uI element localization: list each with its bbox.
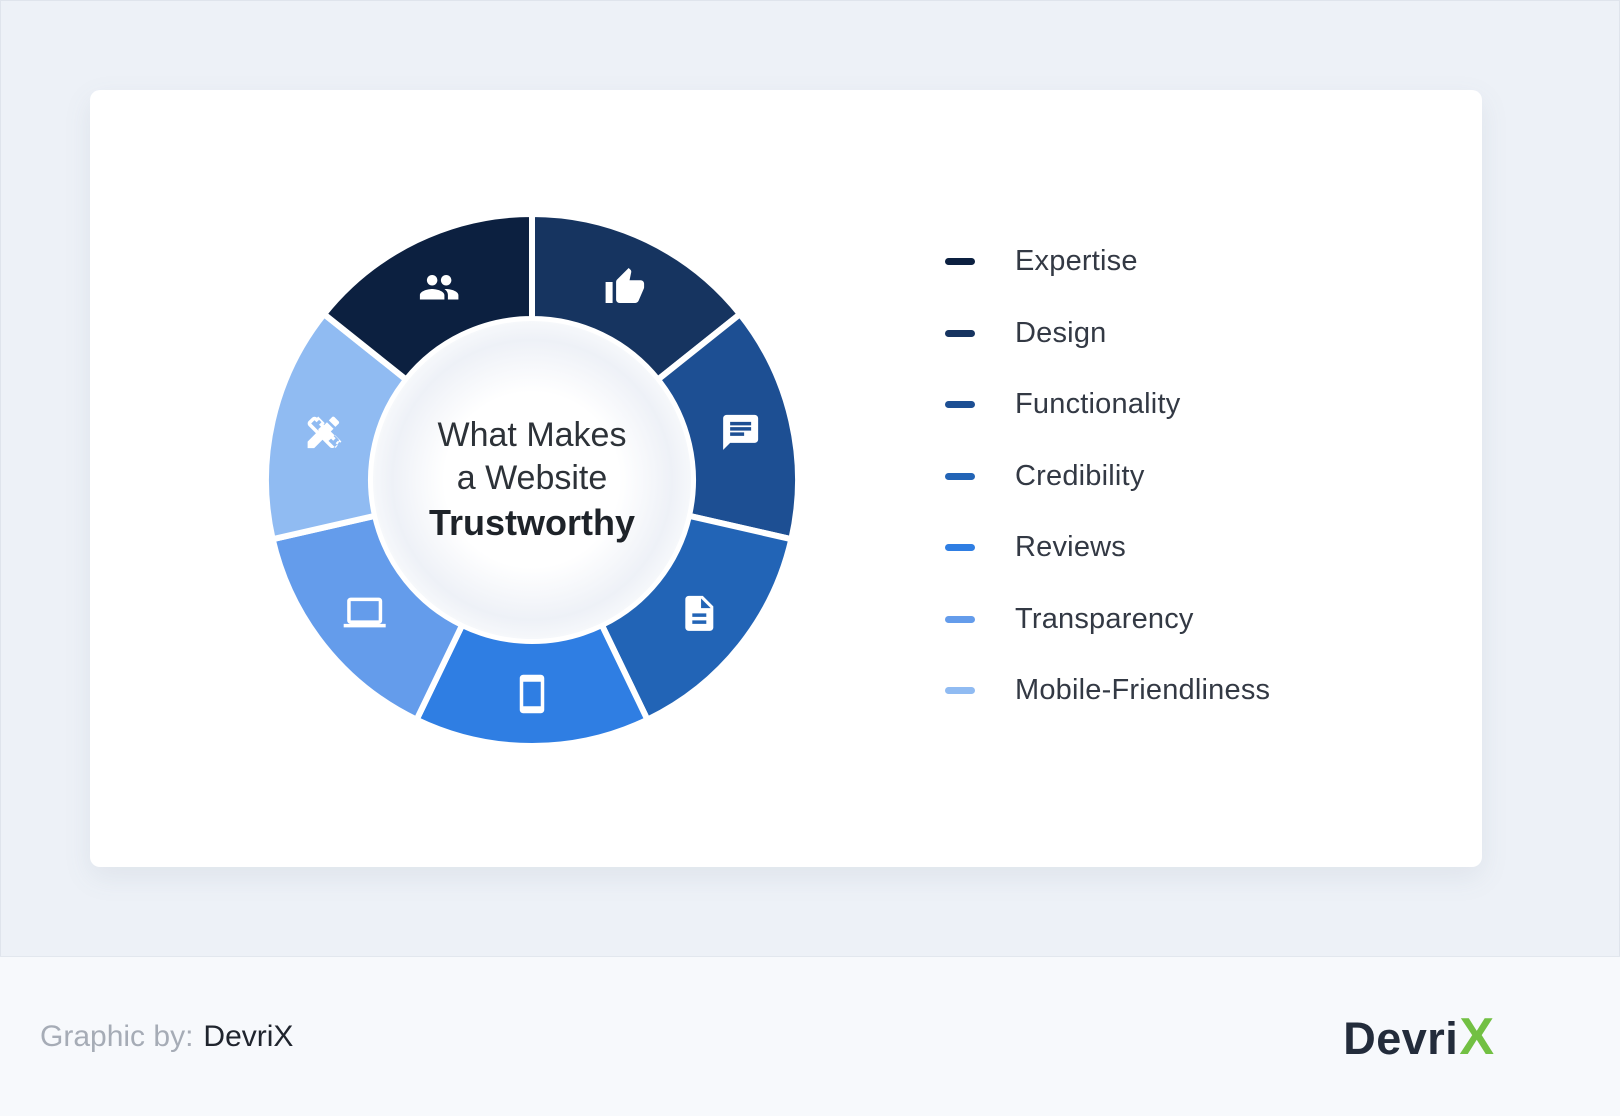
- footer: Graphic by: DevriX Devri X: [0, 956, 1620, 1116]
- legend-label-transparency: Transparency: [1015, 602, 1194, 635]
- thumbs-up-icon: [605, 267, 645, 303]
- legend-dash-mobile-friendliness: [945, 687, 975, 695]
- legend-dash-functionality: [945, 401, 975, 409]
- users-icon: [419, 274, 459, 300]
- legend-item-design: Design: [945, 298, 1270, 370]
- legend-dash-expertise: [945, 258, 975, 266]
- credit: Graphic by: DevriX: [40, 1020, 293, 1054]
- legend-item-credibility: Credibility: [945, 441, 1270, 513]
- legend: Expertise Design Functionality Credibility R…: [945, 226, 1270, 727]
- legend-label-design: Design: [1015, 316, 1107, 349]
- legend-item-reviews: Reviews: [945, 512, 1270, 584]
- phone-icon: [519, 674, 545, 714]
- donut-chart: What Makes a Website Trustworthy: [262, 210, 802, 750]
- legend-label-reviews: Reviews: [1015, 531, 1126, 564]
- credit-label: Graphic by:: [40, 1019, 194, 1053]
- legend-item-functionality: Functionality: [945, 369, 1270, 441]
- donut-hole: [373, 321, 691, 639]
- chat-icon: [723, 414, 759, 450]
- logo-text: Devri: [1343, 1012, 1459, 1064]
- legend-dash-design: [945, 329, 975, 337]
- credit-name: DevriX: [203, 1019, 294, 1053]
- legend-dash-credibility: [945, 472, 975, 480]
- legend-label-functionality: Functionality: [1015, 388, 1181, 421]
- legend-item-transparency: Transparency: [945, 584, 1270, 656]
- legend-dash-reviews: [945, 544, 975, 552]
- logo-x-mark: X: [1459, 1007, 1494, 1066]
- infographic-card: What Makes a Website Trustworthy Experti…: [90, 90, 1482, 867]
- pencil-ruler-icon: [307, 416, 342, 449]
- legend-dash-transparency: [945, 615, 975, 623]
- laptop-icon: [343, 597, 386, 628]
- legend-label-expertise: Expertise: [1015, 245, 1138, 278]
- legend-item-mobile-friendliness: Mobile-Friendliness: [945, 655, 1270, 727]
- devrix-logo: Devri X: [1343, 1007, 1494, 1067]
- legend-label-credibility: Credibility: [1015, 459, 1145, 492]
- document-icon: [685, 595, 714, 631]
- legend-label-mobile-friendliness: Mobile-Friendliness: [1015, 674, 1271, 707]
- legend-item-expertise: Expertise: [945, 226, 1270, 298]
- donut-svg: [263, 211, 801, 749]
